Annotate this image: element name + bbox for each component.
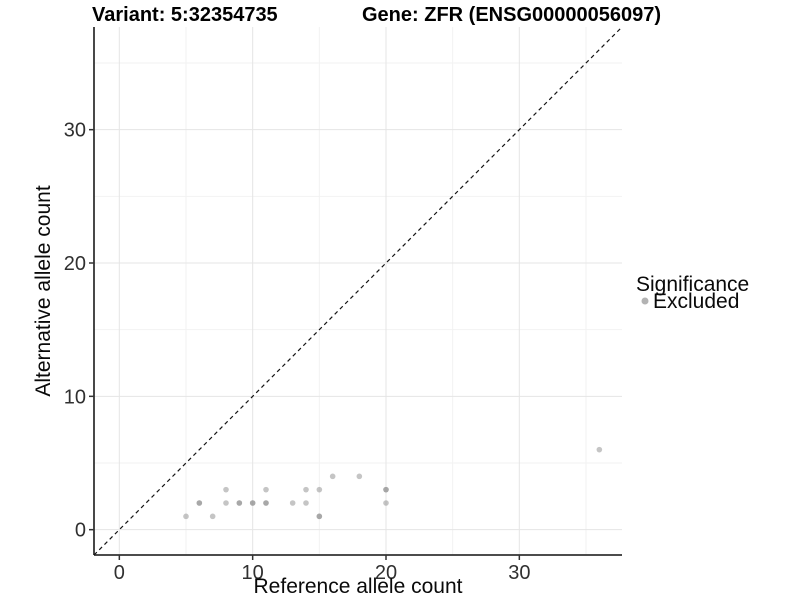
legend-title: Significance xyxy=(636,273,749,296)
data-point xyxy=(196,500,203,506)
major-gridlines xyxy=(94,27,622,555)
data-point xyxy=(383,500,389,506)
data-point xyxy=(183,513,189,520)
axis-tick-labels: 0 10 20 30 0 10 20 30 xyxy=(64,120,531,584)
y-tick-label: 30 xyxy=(64,120,86,142)
legend-item-label: Excluded xyxy=(653,290,739,313)
data-point xyxy=(329,473,336,480)
y-tick-label: 0 xyxy=(75,520,86,542)
data-point xyxy=(209,513,216,520)
y-axis-title: Alternative allele count xyxy=(32,185,55,396)
data-points xyxy=(183,446,603,520)
legend: Significance Excluded xyxy=(636,273,749,313)
x-tick-label: 30 xyxy=(508,562,530,584)
data-point xyxy=(596,446,603,453)
data-point xyxy=(356,473,363,480)
data-point xyxy=(303,500,309,506)
plot-title-gene: Gene: ZFR (ENSG00000056097) xyxy=(362,4,661,26)
plot-title-variant: Variant: 5:32354735 xyxy=(92,4,278,26)
axis-ticks xyxy=(89,128,521,560)
data-point xyxy=(289,500,296,506)
x-axis-title: Reference allele count xyxy=(254,575,463,598)
y-tick-label: 10 xyxy=(64,386,86,408)
data-point xyxy=(303,486,309,493)
minor-gridlines xyxy=(94,27,622,555)
data-point xyxy=(223,500,229,506)
x-tick-label: 10 xyxy=(242,562,264,584)
data-point xyxy=(223,486,229,493)
x-tick-label: 20 xyxy=(375,562,397,584)
y-tick-label: 20 xyxy=(64,253,86,275)
data-point xyxy=(249,500,256,506)
data-point xyxy=(263,486,269,493)
legend-key-dot-icon xyxy=(641,297,649,305)
x-tick-label: 0 xyxy=(114,562,125,584)
identity-dashed-line xyxy=(93,26,623,556)
data-point xyxy=(316,513,323,520)
axis-lines xyxy=(93,27,622,556)
identity-line xyxy=(93,26,623,556)
data-point xyxy=(236,500,243,506)
data-point xyxy=(383,486,389,493)
data-point xyxy=(263,500,269,506)
data-point xyxy=(316,486,323,493)
